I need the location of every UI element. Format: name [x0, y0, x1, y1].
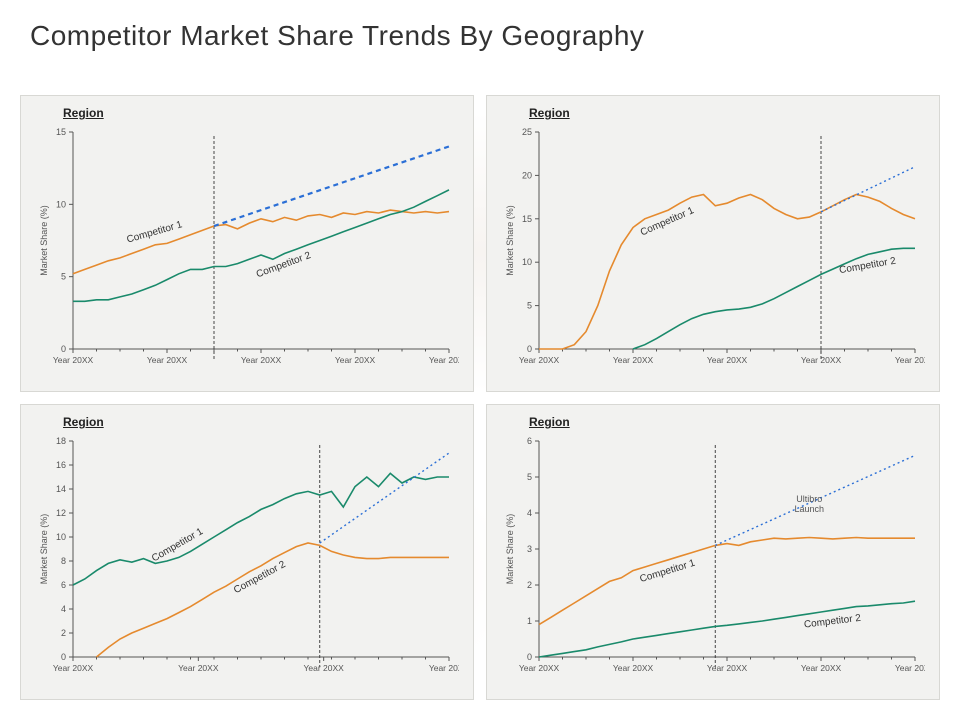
panel-region-3: Region 0 1 2 3 4 5 6 Market Share (%) Year 20XX Y…: [486, 404, 940, 700]
svg-text:0: 0: [61, 344, 66, 354]
svg-text:Year 20XX: Year 20XX: [147, 355, 188, 365]
panel-title: Region: [63, 106, 459, 120]
page-title: Competitor Market Share Trends By Geogra…: [30, 20, 644, 52]
svg-text:20: 20: [522, 170, 532, 180]
svg-text:Market Share (%): Market Share (%): [505, 514, 515, 585]
svg-text:5: 5: [527, 472, 532, 482]
svg-text:Year 20XX: Year 20XX: [895, 663, 925, 673]
svg-text:12: 12: [56, 508, 66, 518]
svg-text:5: 5: [527, 301, 532, 311]
svg-text:Competitor 2: Competitor 2: [838, 256, 897, 277]
svg-text:14: 14: [56, 484, 66, 494]
svg-text:0: 0: [61, 652, 66, 662]
svg-text:Year 20XX: Year 20XX: [335, 355, 376, 365]
panel-region-0: Region 0 5 10 15 Market Share (%) Year 20XX Ye…: [20, 95, 474, 392]
svg-text:Market Share (%): Market Share (%): [39, 205, 49, 276]
svg-text:4: 4: [61, 604, 66, 614]
chart-3: 0 1 2 3 4 5 6 Market Share (%) Year 20XX Year 20X…: [501, 433, 925, 685]
svg-text:1: 1: [527, 616, 532, 626]
chart-grid: Region 051015Market Share (%)Year 20XXYe…: [20, 95, 940, 700]
chart-2: 0 2 4 6 8 10 12 14 16 18 Market Share (%) Year 20XX…: [35, 433, 459, 685]
svg-text:15: 15: [522, 214, 532, 224]
svg-text:Year 20XX: Year 20XX: [53, 663, 94, 673]
svg-text:Year 20XX: Year 20XX: [178, 663, 219, 673]
svg-text:Year 20XX: Year 20XX: [429, 355, 459, 365]
panel-title: Region: [529, 106, 925, 120]
svg-text:0: 0: [527, 652, 532, 662]
svg-text:Competitor 2: Competitor 2: [803, 613, 862, 631]
svg-text:0: 0: [527, 344, 532, 354]
svg-text:2: 2: [61, 628, 66, 638]
svg-text:6: 6: [61, 580, 66, 590]
svg-text:Year 20XX: Year 20XX: [613, 663, 654, 673]
svg-text:Year 20XX: Year 20XX: [707, 355, 748, 365]
svg-text:Year 20XX: Year 20XX: [429, 663, 459, 673]
svg-text:18: 18: [56, 436, 66, 446]
chart-1: 0 5 10 15 20 25 Market Share (%) Year 20XX Year …: [501, 124, 925, 377]
panel-title: Region: [529, 415, 925, 429]
svg-text:Market Share (%): Market Share (%): [505, 205, 515, 276]
svg-text:Launch: Launch: [794, 504, 824, 514]
svg-text:Competitor 1: Competitor 1: [126, 219, 184, 245]
panel-title: Region: [63, 415, 459, 429]
svg-text:Year 20XX: Year 20XX: [895, 355, 925, 365]
svg-text:Year 20XX: Year 20XX: [303, 663, 344, 673]
svg-text:10: 10: [522, 257, 532, 267]
svg-text:Year 20XX: Year 20XX: [519, 663, 560, 673]
svg-text:16: 16: [56, 460, 66, 470]
svg-text:Year 20XX: Year 20XX: [613, 355, 654, 365]
svg-text:8: 8: [61, 556, 66, 566]
panel-region-2: Region 0 2 4 6 8 10 12 14 16 18 Market Share (%) Ye…: [20, 404, 474, 700]
svg-text:4: 4: [527, 508, 532, 518]
svg-text:Year 20XX: Year 20XX: [801, 663, 842, 673]
svg-text:Competitor 1: Competitor 1: [639, 558, 697, 585]
svg-text:Year 20XX: Year 20XX: [241, 355, 282, 365]
panel-region-1: Region 0 5 10 15 20 25 Market Share (%) Year 20…: [486, 95, 940, 392]
svg-text:Year 20XX: Year 20XX: [53, 355, 94, 365]
svg-text:Market Share (%): Market Share (%): [39, 514, 49, 585]
svg-text:6: 6: [527, 436, 532, 446]
svg-text:15: 15: [56, 127, 66, 137]
svg-text:2: 2: [527, 580, 532, 590]
chart-0: 0 5 10 15 Market Share (%) Year 20XX Year 20XX…: [35, 124, 459, 377]
svg-text:25: 25: [522, 127, 532, 137]
svg-text:3: 3: [527, 544, 532, 554]
svg-text:10: 10: [56, 199, 66, 209]
svg-text:5: 5: [61, 272, 66, 282]
svg-text:Year 20XX: Year 20XX: [707, 663, 748, 673]
svg-text:Ultibro: Ultibro: [796, 494, 822, 504]
svg-text:10: 10: [56, 532, 66, 542]
svg-text:Year 20XX: Year 20XX: [519, 355, 560, 365]
